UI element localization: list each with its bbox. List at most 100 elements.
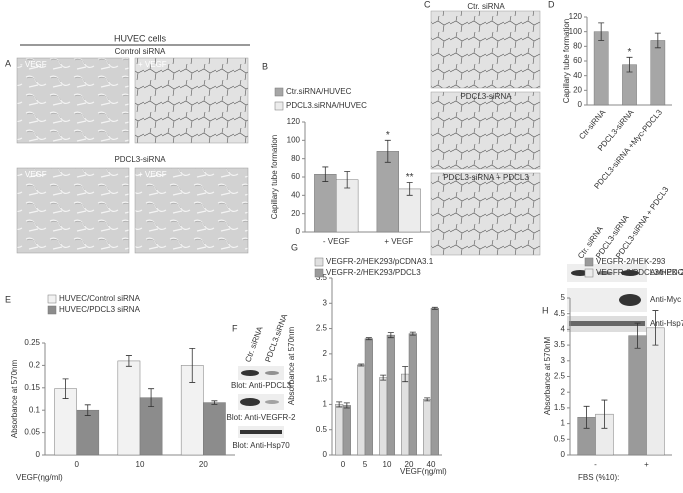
legend-label: VEGFR-2/HEK293/pCDNA3.1 bbox=[326, 257, 434, 266]
blot-label: Anti-Hsp70 bbox=[650, 319, 683, 328]
y-tick-label: 3.5 bbox=[554, 340, 566, 349]
legend-swatch bbox=[584, 268, 594, 278]
bar bbox=[364, 338, 373, 456]
bar bbox=[386, 334, 395, 456]
y-tick-label: 20 bbox=[291, 209, 300, 218]
micrograph bbox=[430, 10, 541, 89]
x-tick-label: + VEGF bbox=[384, 237, 413, 246]
row-label: PDCL3-siRNA bbox=[114, 155, 166, 164]
y-tick-label: 100 bbox=[287, 135, 301, 144]
lane-label: PDCL3.siRNA bbox=[263, 312, 289, 363]
y-tick-label: 0 bbox=[561, 450, 566, 459]
y-tick-label: 0 bbox=[36, 450, 41, 459]
error-bar bbox=[654, 32, 661, 49]
micrograph bbox=[134, 167, 249, 254]
bar bbox=[430, 308, 439, 456]
y-tick-label: 0.15 bbox=[24, 383, 40, 392]
x-tick-label: 20 bbox=[405, 460, 414, 469]
legend-label: HUVEC/Control siRNA bbox=[59, 294, 141, 303]
x-tick-label: 0 bbox=[341, 460, 346, 469]
y-tick-label: 3 bbox=[323, 298, 328, 307]
legend-label: Ctr.siRNA/HUVEC bbox=[286, 87, 352, 96]
y-tick-label: 4.5 bbox=[554, 309, 566, 318]
band bbox=[569, 321, 645, 326]
image-label: Ctr. siRNA bbox=[467, 2, 505, 11]
band bbox=[619, 294, 641, 306]
error-bar bbox=[344, 171, 351, 189]
y-tick-label: 0.5 bbox=[316, 425, 328, 434]
y-tick-label: 4 bbox=[561, 325, 566, 334]
error-bar bbox=[189, 347, 196, 383]
band bbox=[265, 371, 279, 375]
blot-label: Blot: Anti-Hsp70 bbox=[232, 441, 290, 450]
y-tick-label: 3 bbox=[561, 356, 566, 365]
legend-label: VEGFR-2/HEK-293 bbox=[596, 257, 666, 266]
y-tick-label: 60 bbox=[291, 172, 300, 181]
row-label: Control siRNA bbox=[115, 47, 166, 56]
x-tick-label: 20 bbox=[199, 460, 208, 469]
bar bbox=[408, 333, 417, 456]
error-bar bbox=[336, 401, 343, 408]
header: HUVEC cells bbox=[114, 33, 167, 43]
error-bar bbox=[62, 378, 69, 399]
error-bar bbox=[626, 56, 633, 73]
x-axis-label: FBS (%10): bbox=[578, 473, 619, 482]
band bbox=[240, 430, 282, 434]
y-tick-label: 80 bbox=[291, 154, 300, 163]
y-axis-label: Absorbance at 570nM bbox=[543, 337, 552, 416]
legend-swatch bbox=[47, 305, 57, 315]
bar bbox=[628, 335, 647, 456]
y-tick-label: 0.05 bbox=[24, 428, 40, 437]
micrograph bbox=[16, 167, 130, 254]
y-tick-label: 0.5 bbox=[554, 434, 566, 443]
y-tick-label: 1.5 bbox=[316, 374, 328, 383]
band bbox=[571, 270, 589, 276]
image-label: PDCL3-siRNA + PDCL3 bbox=[443, 173, 529, 182]
blot-strip bbox=[238, 394, 284, 410]
error-bar bbox=[409, 331, 416, 336]
y-tick-label: 40 bbox=[573, 71, 582, 80]
y-tick-label: 40 bbox=[291, 190, 300, 199]
error-bar bbox=[583, 405, 590, 429]
significance: * bbox=[628, 47, 632, 58]
band bbox=[621, 270, 639, 276]
error-bar bbox=[211, 400, 218, 405]
y-tick-label: 1 bbox=[561, 419, 566, 428]
error-bar bbox=[322, 166, 329, 182]
y-tick-label: 1 bbox=[323, 400, 328, 409]
micrograph bbox=[16, 57, 130, 144]
image-label: - VEGF bbox=[20, 170, 47, 179]
x-axis-label: VEGF(ηg/ml) bbox=[400, 467, 447, 476]
legend-swatch bbox=[314, 268, 324, 278]
error-bar bbox=[601, 399, 608, 429]
x-axis-label: VEGF(ηg/ml) bbox=[16, 473, 63, 482]
significance: ** bbox=[406, 172, 414, 183]
x-tick-label: 0 bbox=[74, 460, 79, 469]
x-tick-label: 10 bbox=[383, 460, 392, 469]
legend-label: VEGFR-2/HEK293/PDCL3 bbox=[326, 268, 421, 277]
y-tick-label: 0.2 bbox=[29, 361, 41, 370]
error-bar bbox=[402, 366, 409, 383]
error-bar bbox=[598, 22, 605, 41]
y-tick-label: 0 bbox=[323, 450, 328, 459]
significance: * bbox=[386, 130, 390, 141]
panel-letter: F bbox=[232, 323, 238, 333]
y-tick-label: 20 bbox=[573, 85, 582, 94]
blot-strip bbox=[238, 366, 284, 380]
band bbox=[241, 370, 259, 376]
y-tick-label: 0 bbox=[578, 100, 583, 109]
bar bbox=[650, 40, 666, 106]
error-bar bbox=[125, 355, 132, 367]
bar bbox=[646, 327, 665, 456]
bar bbox=[357, 364, 366, 456]
error-bar bbox=[634, 322, 641, 349]
bar bbox=[423, 399, 432, 456]
bar bbox=[76, 409, 100, 456]
micrograph bbox=[134, 57, 249, 144]
x-tick-label: + bbox=[644, 460, 649, 469]
y-axis-label: Absorbance at 570nm bbox=[10, 360, 19, 439]
bar bbox=[335, 404, 344, 456]
bar bbox=[401, 373, 410, 456]
image-label: + VEGF bbox=[138, 170, 167, 179]
